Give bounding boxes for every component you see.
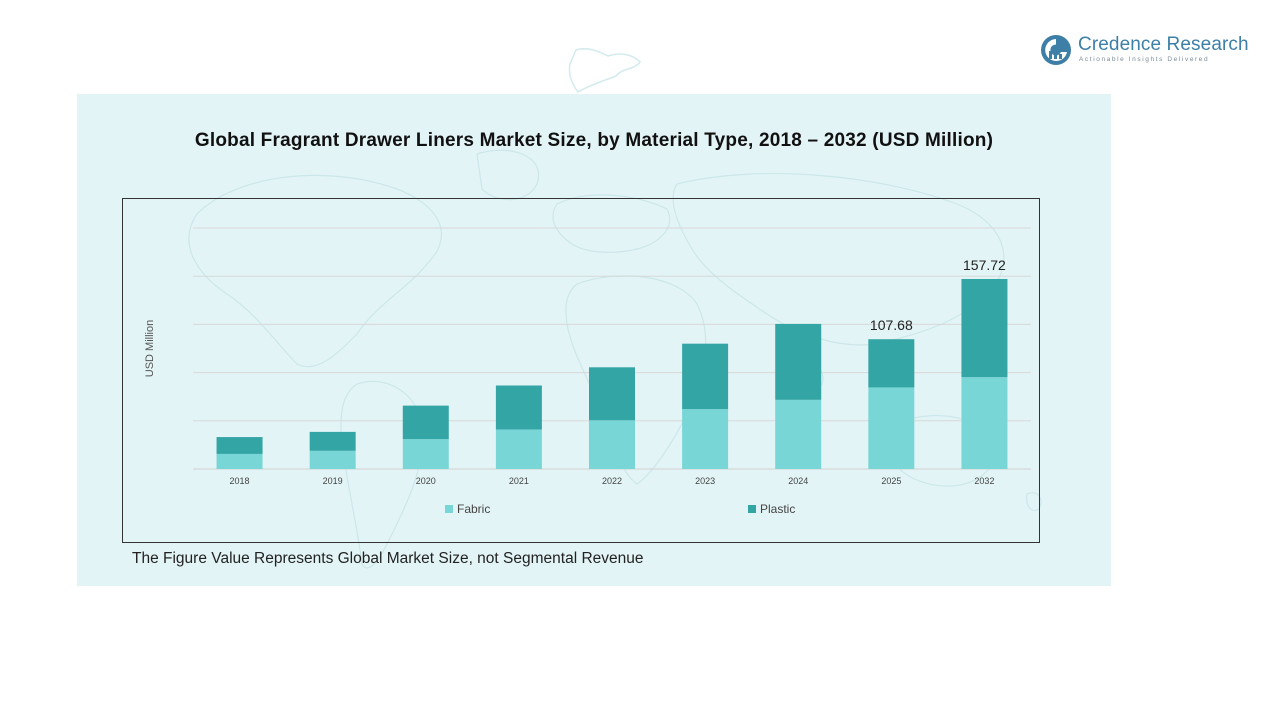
- brand-name: Credence Research: [1078, 34, 1249, 55]
- legend-label-plastic: Plastic: [760, 502, 795, 516]
- bar-chart: USD Million 2018 2019 2020 2021 2022 2023 2024 2…: [144, 227, 1031, 516]
- x-tick-label: 2018: [230, 476, 250, 486]
- legend-swatch-fabric: [445, 505, 453, 513]
- logo-icon: [1041, 35, 1071, 65]
- bar-fabric-2021: [495, 429, 542, 469]
- bar-plastic-2021: [495, 385, 542, 430]
- chart-frame: USD Million 2018 2019 2020 2021 2022 2023 2024 2…: [122, 198, 1040, 543]
- legend-label-fabric: Fabric: [457, 502, 490, 516]
- bar-plastic-2018: [216, 437, 263, 454]
- brand-logo: Credence Research Actionable Insights De…: [1040, 32, 1255, 68]
- bar-fabric-2032: [961, 377, 1008, 469]
- x-tick-label: 2020: [416, 476, 436, 486]
- bar-fabric-2019: [309, 450, 356, 469]
- bar-fabric-2023: [682, 409, 729, 469]
- bar-plastic-2024: [775, 323, 822, 400]
- bar-plastic-2023: [682, 343, 729, 410]
- map-fragment-decoration: [568, 47, 641, 93]
- x-tick-label: 2024: [788, 476, 808, 486]
- x-tick-label: 2023: [695, 476, 715, 486]
- data-label-2025: 107.68: [870, 317, 913, 333]
- bar-fabric-2020: [402, 439, 449, 469]
- bar-plastic-2019: [309, 431, 356, 451]
- bar-fabric-2018: [216, 453, 263, 469]
- bar-plastic-2022: [589, 367, 635, 421]
- bar-fabric-2024: [775, 399, 822, 469]
- x-tick-label: 2021: [509, 476, 529, 486]
- bar-plastic-2020: [402, 405, 449, 440]
- y-axis-label: USD Million: [144, 320, 156, 377]
- bar-plastic-2032: [961, 278, 1008, 378]
- chart-panel: Global Fragrant Drawer Liners Market Siz…: [77, 94, 1111, 586]
- x-tick-label: 2019: [323, 476, 343, 486]
- brand-tagline: Actionable Insights Delivered: [1079, 56, 1210, 63]
- legend-swatch-plastic: [748, 505, 756, 513]
- bar-fabric-2022: [589, 420, 635, 469]
- data-label-2032: 157.72: [963, 257, 1006, 273]
- bar-plastic-2025: [868, 339, 915, 388]
- x-tick-label: 2022: [602, 476, 622, 486]
- x-tick-label: 2032: [974, 476, 994, 486]
- chart-title: Global Fragrant Drawer Liners Market Siz…: [194, 130, 994, 151]
- bar-fabric-2025: [868, 387, 915, 469]
- x-tick-label: 2025: [881, 476, 901, 486]
- footnote: The Figure Value Represents Global Marke…: [132, 550, 644, 567]
